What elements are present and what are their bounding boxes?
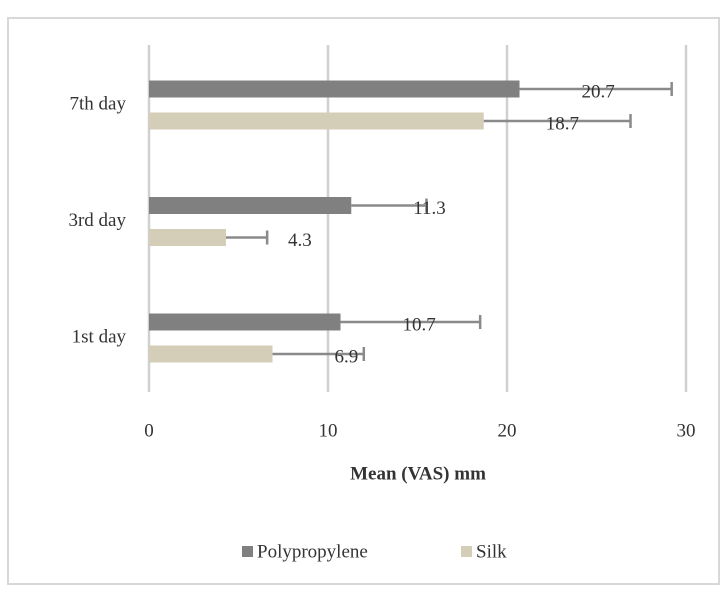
x-tick-label: 30	[677, 420, 696, 441]
data-label: 6.9	[335, 346, 359, 367]
bar	[149, 80, 520, 98]
bar	[149, 345, 273, 363]
legend-label: Polypropylene	[257, 541, 368, 562]
bar	[149, 197, 352, 214]
x-axis-title: Mean (VAS) mm	[350, 463, 486, 484]
data-label: 4.3	[288, 230, 312, 251]
y-tick-label: 1st day	[72, 326, 127, 347]
data-label: 10.7	[403, 314, 436, 335]
x-tick-label: 10	[319, 420, 338, 441]
bar	[149, 229, 226, 246]
legend-swatch	[461, 546, 472, 557]
bar	[149, 313, 341, 331]
data-label: 18.7	[546, 113, 579, 134]
chart-border	[7, 17, 720, 585]
data-label: 20.7	[582, 81, 615, 102]
legend-label: Silk	[476, 541, 507, 562]
legend-swatch	[242, 546, 253, 557]
x-tick-label: 0	[144, 420, 154, 441]
data-label: 11.3	[413, 198, 446, 219]
y-tick-label: 7th day	[70, 93, 127, 114]
x-tick-label: 20	[498, 420, 517, 441]
y-tick-label: 3rd day	[68, 210, 126, 231]
bar	[149, 112, 484, 130]
